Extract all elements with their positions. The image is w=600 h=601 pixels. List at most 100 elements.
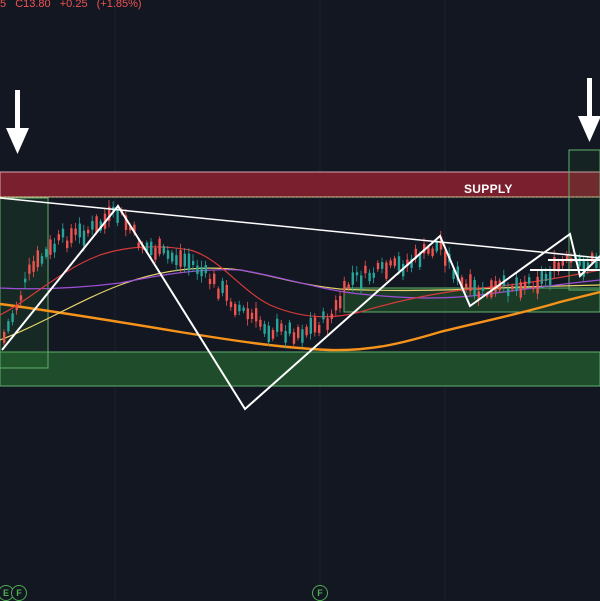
candle-body	[536, 276, 539, 294]
candle-body	[334, 300, 338, 311]
candle-body	[95, 216, 98, 233]
ohlc-close: C13.80	[15, 0, 51, 10]
candle-body	[452, 270, 455, 279]
candle-body	[582, 260, 585, 277]
candle-body	[385, 262, 388, 279]
candle-body	[465, 283, 468, 288]
supply-zone-label: SUPPLY	[464, 182, 513, 196]
candle-body	[229, 301, 233, 308]
candle-body	[414, 248, 417, 259]
candle-body	[318, 325, 321, 333]
candle-body	[372, 272, 375, 278]
descending-trendline	[0, 197, 600, 259]
candle-body	[381, 262, 384, 269]
candle-body	[389, 260, 392, 266]
event-marker-financials[interactable]: F	[11, 585, 27, 601]
candle-body	[57, 234, 60, 241]
candle-body	[355, 272, 359, 276]
candle-body	[431, 248, 434, 257]
candle-body	[305, 326, 308, 336]
candle-body	[326, 318, 329, 330]
candle-body	[351, 272, 354, 285]
candle-body	[595, 255, 598, 268]
candle-body	[200, 266, 203, 277]
candle-body	[213, 273, 216, 285]
candle-body	[519, 282, 522, 298]
candle-body	[444, 251, 447, 266]
candle-body	[309, 317, 312, 334]
candle-body	[397, 256, 401, 271]
candle-body	[204, 265, 207, 274]
ma-orange	[0, 290, 600, 352]
candle-body	[297, 327, 300, 339]
candle-body	[137, 242, 140, 248]
candle-body	[339, 295, 342, 309]
candle-body	[15, 306, 18, 311]
target-levels	[530, 259, 600, 271]
candle-body	[255, 308, 258, 322]
candle-body	[540, 270, 543, 284]
candle-body	[515, 277, 518, 291]
candle-body	[183, 253, 186, 267]
candle-body	[74, 228, 77, 235]
candle-body	[406, 259, 409, 267]
candle-body	[225, 285, 228, 301]
candle-body	[280, 323, 283, 332]
down-arrow-icon	[6, 90, 29, 154]
candle-body	[124, 215, 128, 231]
ma-purple	[0, 269, 600, 299]
candle-body	[145, 242, 149, 252]
candle-body	[410, 258, 413, 268]
candle-body	[108, 206, 111, 221]
ohlc-change-pct: (+1.85%)	[96, 0, 142, 10]
candle-body	[507, 288, 510, 296]
candle-body	[175, 255, 178, 266]
candle-body	[217, 288, 220, 299]
candle-body	[360, 275, 363, 289]
candle-body	[561, 259, 564, 266]
event-marker-financials[interactable]: F	[312, 585, 328, 601]
candle-body	[544, 273, 548, 281]
candle-body	[162, 246, 165, 254]
candle-body	[469, 274, 472, 292]
candle-body	[45, 248, 48, 257]
demand-zone	[0, 351, 600, 387]
candle-body	[473, 279, 476, 297]
candle-body	[523, 281, 527, 289]
candle-body	[565, 254, 569, 260]
candle-body	[486, 293, 489, 297]
ma-red	[0, 246, 600, 318]
candle-body	[91, 221, 94, 230]
candle-body	[313, 317, 317, 333]
candle-body	[435, 240, 438, 252]
candle-body	[263, 323, 266, 334]
candle-body	[557, 262, 560, 272]
candle-body	[196, 265, 199, 275]
candle-body	[129, 226, 132, 231]
candle-body	[40, 256, 44, 264]
candle-body	[78, 223, 81, 238]
candle-body	[586, 262, 590, 268]
candle-body	[179, 250, 182, 267]
candle-body	[376, 262, 380, 270]
candle-body	[553, 257, 556, 272]
candle-body	[284, 331, 287, 343]
candle-body	[250, 312, 254, 319]
candle-body	[347, 284, 350, 289]
candle-body	[456, 266, 459, 281]
candle-body	[402, 263, 405, 277]
candle-body	[393, 258, 396, 266]
candle-body	[271, 329, 275, 339]
candle-body	[3, 331, 6, 343]
candle-body	[591, 253, 594, 263]
candle-body	[511, 286, 514, 290]
candle-body	[364, 265, 367, 274]
candle-body	[66, 240, 69, 249]
candle-body	[166, 250, 170, 259]
candle-body	[423, 243, 426, 254]
candle-body	[192, 260, 195, 266]
candle-body	[24, 278, 27, 283]
candle-body	[171, 252, 174, 262]
down-arrow-icon	[578, 78, 600, 142]
